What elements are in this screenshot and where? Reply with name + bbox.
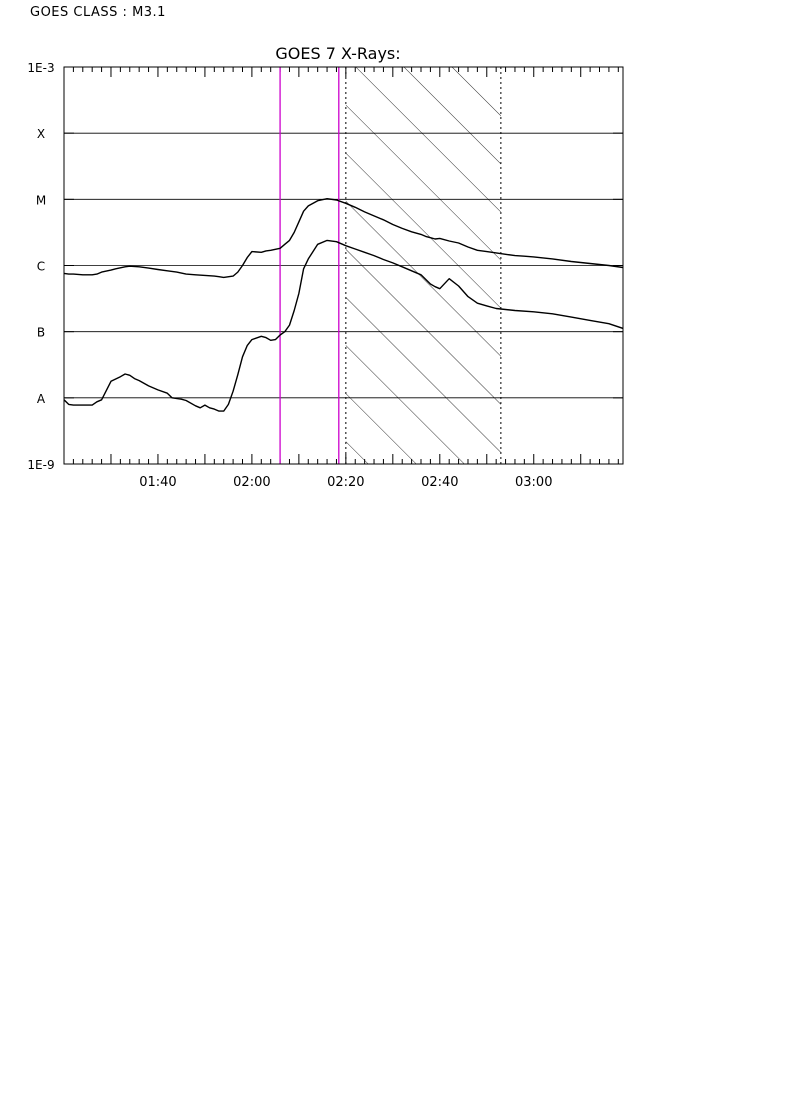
y-tick-label: M bbox=[36, 193, 46, 207]
plot-frame bbox=[63, 66, 624, 465]
goes-class-label: GOES CLASS : M3.1 bbox=[30, 5, 166, 20]
x-tick-label: 02:20 bbox=[327, 475, 364, 490]
x-tick-label: 02:40 bbox=[421, 475, 458, 490]
xray-series-1-line bbox=[64, 198, 623, 279]
y-tick-label: B bbox=[37, 326, 45, 340]
chart-title: GOES 7 X-Rays: bbox=[275, 44, 400, 63]
x-tick-label: 03:00 bbox=[515, 475, 552, 490]
y-tick-label: 1E-3 bbox=[27, 61, 54, 75]
y-tick-label: C bbox=[37, 260, 45, 274]
xray-series-2-line bbox=[64, 239, 623, 412]
x-tick-label: 02:00 bbox=[233, 475, 270, 490]
y-tick-label: 1E-9 bbox=[27, 458, 54, 472]
x-tick-label: 01:40 bbox=[139, 475, 176, 490]
y-tick-label: A bbox=[37, 392, 46, 406]
y-tick-label: X bbox=[37, 127, 45, 141]
